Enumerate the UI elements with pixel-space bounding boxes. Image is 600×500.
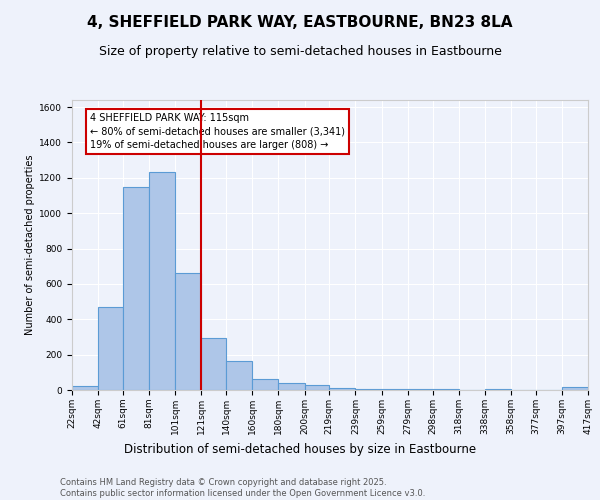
- Bar: [562, 388, 588, 390]
- Bar: [175, 274, 202, 390]
- Bar: [202, 338, 226, 390]
- Bar: [305, 385, 329, 390]
- Bar: [252, 378, 278, 390]
- Bar: [329, 388, 355, 390]
- Text: 4, SHEFFIELD PARK WAY, EASTBOURNE, BN23 8LA: 4, SHEFFIELD PARK WAY, EASTBOURNE, BN23 …: [87, 15, 513, 30]
- Text: Contains HM Land Registry data © Crown copyright and database right 2025.
Contai: Contains HM Land Registry data © Crown c…: [60, 478, 425, 498]
- Bar: [98, 307, 123, 390]
- Bar: [355, 388, 382, 390]
- Y-axis label: Number of semi-detached properties: Number of semi-detached properties: [25, 155, 35, 336]
- Bar: [149, 172, 175, 390]
- Bar: [72, 386, 98, 390]
- Text: 4 SHEFFIELD PARK WAY: 115sqm
← 80% of semi-detached houses are smaller (3,341)
1: 4 SHEFFIELD PARK WAY: 115sqm ← 80% of se…: [90, 114, 345, 150]
- Bar: [278, 384, 305, 390]
- Text: Distribution of semi-detached houses by size in Eastbourne: Distribution of semi-detached houses by …: [124, 442, 476, 456]
- Bar: [123, 187, 149, 390]
- Text: Size of property relative to semi-detached houses in Eastbourne: Size of property relative to semi-detach…: [98, 45, 502, 58]
- Bar: [226, 361, 252, 390]
- Bar: [382, 389, 408, 390]
